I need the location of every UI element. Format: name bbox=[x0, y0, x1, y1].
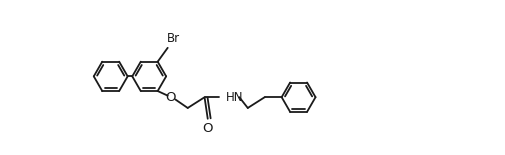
Text: O: O bbox=[202, 122, 213, 135]
Text: HN: HN bbox=[226, 91, 243, 104]
Text: Br: Br bbox=[167, 32, 180, 45]
Text: O: O bbox=[165, 91, 176, 104]
